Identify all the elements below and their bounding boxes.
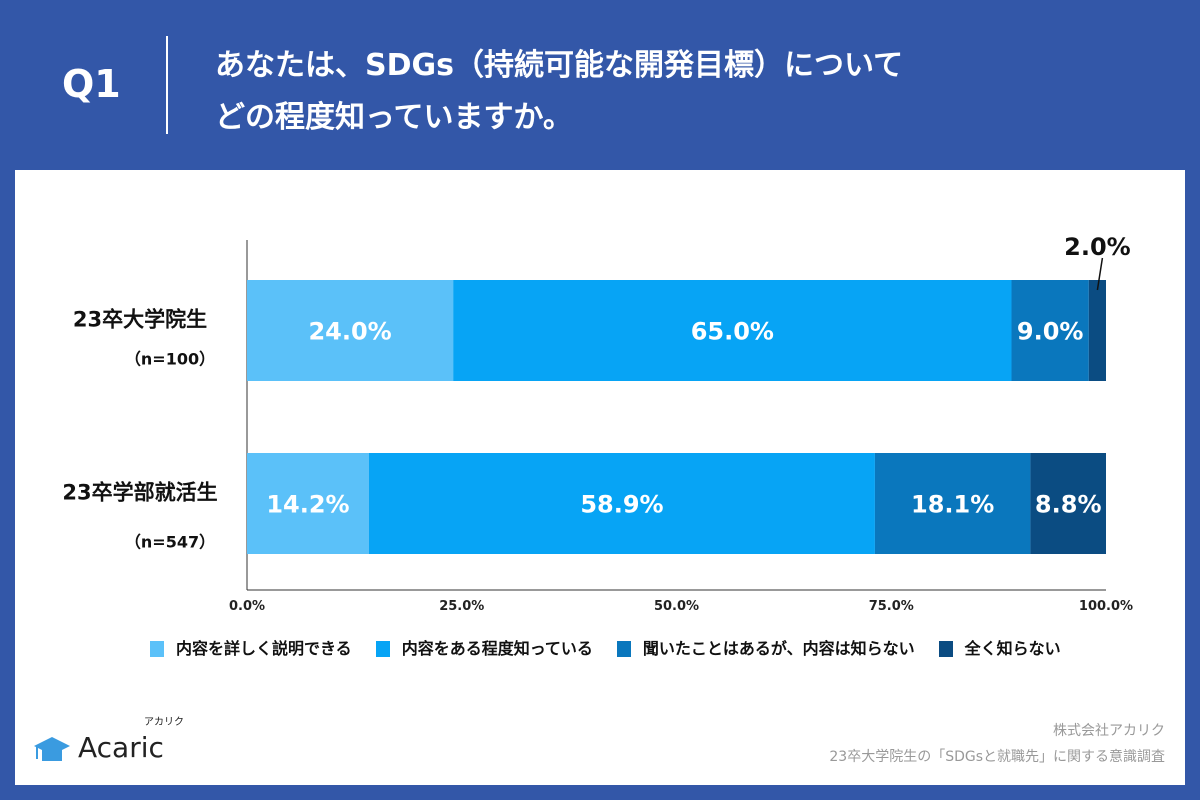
data-label-leader — [1096, 257, 1104, 291]
acaric-logo: Acaric アカリク — [32, 717, 184, 764]
bar-segment — [1088, 280, 1106, 381]
category-label: 23卒学部就活生 — [62, 481, 217, 505]
category-label: 23卒大学院生 — [73, 308, 207, 332]
bar-segment — [453, 280, 1012, 381]
question-number: Q1 — [62, 62, 121, 106]
title-line-1: あなたは、SDGs（持続可能な開発目標）について — [215, 48, 904, 83]
data-label: 14.2% — [266, 491, 349, 519]
bar-segment — [874, 453, 1031, 554]
bar-segment — [368, 453, 875, 554]
bar-segment — [247, 280, 454, 381]
data-label: 8.8% — [1035, 491, 1102, 519]
title-line-2: どの程度知っていますか。 — [215, 100, 573, 135]
logo-kana: アカリク — [144, 717, 184, 728]
bar-segment — [1030, 453, 1106, 554]
legend-item: 全く知らない — [938, 638, 1061, 660]
data-label: 24.0% — [308, 318, 391, 346]
legend-label: 全く知らない — [964, 639, 1061, 658]
x-tick-label: 50.0% — [654, 599, 699, 614]
page-title: あなたは、SDGs（持続可能な開発目標）について どの程度知っていますか。 — [215, 40, 1175, 144]
category-n: （n=547） — [125, 533, 215, 552]
logo-text: Acaric — [78, 731, 164, 764]
legend-swatch — [616, 641, 631, 657]
legend-item: 内容をある程度知っている — [375, 638, 593, 660]
divider — [166, 36, 168, 134]
survey-name: 23卒大学院生の「SDGsと就職先」に関する意識調査 — [829, 749, 1165, 765]
legend-swatch — [150, 641, 164, 657]
legend-item: 聞いたことはあるが、内容は知らない — [616, 638, 915, 660]
credit: 株式会社アカリク 23卒大学院生の「SDGsと就職先」に関する意識調査 — [829, 718, 1165, 770]
category-n: （n=100） — [125, 350, 215, 369]
legend: 内容を詳しく説明できる 内容をある程度知っている 聞いたことはあるが、内容は知らない… — [150, 638, 1090, 663]
bar-segment — [247, 453, 369, 554]
x-tick-label: 100.0% — [1079, 599, 1133, 614]
legend-swatch — [375, 641, 390, 657]
data-label: 65.0% — [691, 318, 774, 346]
company-name: 株式会社アカリク — [1053, 723, 1165, 739]
legend-label: 内容をある程度知っている — [401, 639, 593, 658]
data-label: 18.1% — [911, 491, 994, 519]
x-tick-label: 0.0% — [229, 599, 265, 614]
legend-item: 内容を詳しく説明できる — [150, 638, 352, 660]
legend-label: 内容を詳しく説明できる — [176, 639, 352, 658]
legend-swatch — [938, 641, 953, 657]
legend-label: 聞いたことはあるが、内容は知らない — [642, 639, 915, 658]
bar-segment — [1011, 280, 1089, 381]
graduation-cap-icon — [34, 737, 70, 761]
data-label: 9.0% — [1017, 318, 1084, 346]
x-tick-label: 25.0% — [439, 599, 484, 614]
data-label: 58.9% — [580, 491, 663, 519]
x-tick-label: 75.0% — [869, 599, 914, 614]
data-label: 2.0% — [1064, 233, 1131, 261]
